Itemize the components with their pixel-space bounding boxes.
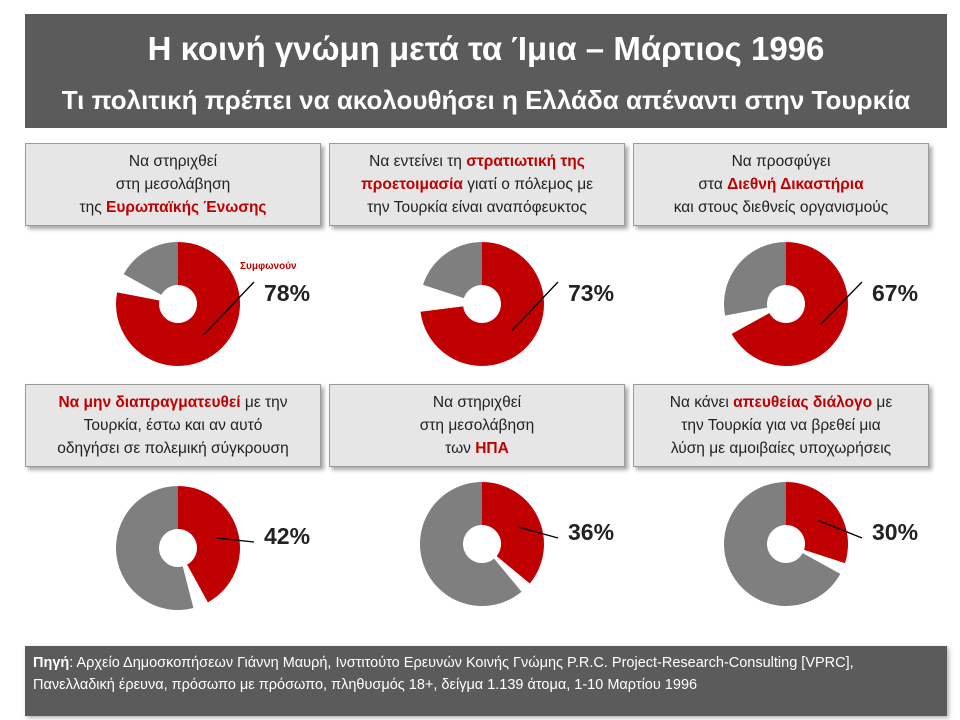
question-box-usa: Να στηριχθεί στη μεσολάβηση των ΗΠΑ — [329, 384, 625, 467]
question-line: Να προσφύγει — [732, 150, 831, 173]
question-text: με την — [240, 394, 288, 411]
donut-chart-usa: 36% — [420, 482, 614, 606]
data-label: 42% — [264, 523, 310, 549]
question-text: στα — [698, 176, 728, 193]
data-label: 73% — [568, 280, 614, 306]
data-label: 67% — [872, 280, 918, 306]
slice-other — [115, 486, 194, 610]
slice-agree — [731, 242, 848, 366]
agree-annotation: Συμφωνούν — [240, 261, 297, 272]
question-box-no-negotiation: Να μην διαπραγματευθεί με την Τουρκία, έσ… — [25, 384, 321, 467]
question-line: Να μην διαπραγματευθεί με την — [58, 391, 287, 414]
question-highlight: στρατιωτική της — [466, 153, 585, 170]
question-text: της — [79, 199, 107, 216]
leader-line — [818, 519, 863, 539]
question-line: οδηγήσει σε πολεμική σύγκρουση — [57, 437, 288, 460]
question-line: Να εντείνει τη στρατιωτική της — [369, 150, 585, 173]
slice-agree — [178, 486, 240, 603]
question-line: λύση με αμοιβαίες υποχωρήσεις — [671, 437, 891, 460]
slice-other — [423, 242, 482, 299]
data-label: 36% — [568, 519, 614, 545]
question-text: Να στηριχθεί — [432, 394, 522, 411]
donut-chart-military: 73% — [420, 242, 614, 366]
question-text: την Τουρκία για να βρεθεί μια — [681, 417, 881, 434]
question-text: Να στηριχθεί — [128, 153, 218, 170]
question-line: των ΗΠΑ — [445, 437, 509, 460]
question-line: της Ευρωπαϊκής Ένωσης — [80, 196, 267, 219]
question-line: στη μεσολάβηση — [420, 414, 535, 437]
slice-agree — [420, 242, 544, 366]
header-banner: Η κοινή γνώμη μετά τα Ίμια – Μάρτιος 199… — [25, 14, 947, 128]
page-title: Η κοινή γνώμη μετά τα Ίμια – Μάρτιος 199… — [147, 30, 825, 67]
leader-line — [511, 281, 559, 331]
question-line: την Τουρκία για να βρεθεί μια — [681, 414, 880, 437]
question-line: στα Διεθνή Δικαστήρια — [698, 173, 863, 196]
question-highlight: προετοιμασία — [360, 176, 463, 193]
question-box-dialogue: Να κάνει απευθείας διάλογο με την Τουρκία… — [633, 384, 929, 467]
question-line: Να κάνει απευθείας διάλογο με — [670, 391, 893, 414]
question-text: με — [872, 394, 893, 411]
question-text: Να προσφύγει — [731, 153, 831, 170]
slice-other — [724, 482, 841, 606]
question-text: Να εντείνει τη — [369, 153, 467, 170]
leader-line — [216, 537, 255, 543]
slice-agree — [786, 482, 848, 564]
donut-chart-courts: 67% — [724, 242, 918, 366]
donut-chart-no-negotiation: 42% — [115, 486, 310, 610]
question-highlight: Να μην διαπραγματευθεί — [58, 394, 241, 411]
data-label: 78% — [264, 280, 310, 306]
question-text: στη μεσολάβηση — [115, 176, 231, 193]
question-text: την Τουρκία είναι αναπόφευκτος — [367, 199, 587, 216]
leader-line — [518, 526, 559, 539]
question-text: των — [445, 440, 476, 457]
question-text: Τουρκία, έστω και αν αυτό — [83, 417, 263, 434]
slice-other — [123, 242, 178, 295]
slice-other — [724, 242, 786, 316]
question-box-eu: Να στηριχθεί στη μεσολάβηση της Ευρωπαϊκής… — [25, 143, 321, 226]
question-line: Τουρκία, έστω και αν αυτό — [84, 414, 263, 437]
source-label: Πηγή — [33, 655, 70, 671]
question-box-courts: Να προσφύγει στα Διεθνή Δικαστήρια και στο… — [633, 143, 929, 226]
question-box-military: Να εντείνει τη στρατιωτική της προετοιμασ… — [329, 143, 625, 226]
source-footer: Πηγή: Αρχείο Δημοσκοπήσεων Γιάννη Μαυρή,… — [25, 646, 947, 716]
question-highlight: Διεθνή Δικαστήρια — [727, 176, 864, 193]
question-text: Να κάνει — [669, 394, 734, 411]
question-line: στη μεσολάβηση — [116, 173, 231, 196]
donut-chart-eu: 78% Συμφωνούν — [116, 242, 310, 366]
question-text: γιατί ο πόλεμος με — [462, 176, 594, 193]
question-text: στη μεσολάβηση — [419, 417, 535, 434]
question-line: Να στηριχθεί — [129, 150, 217, 173]
donut-chart-dialogue: 30% — [724, 482, 918, 606]
question-text: οδηγήσει σε πολεμική σύγκρουση — [57, 440, 289, 457]
page-subtitle: Τι πολιτική πρέπει να ακολουθήσει η Ελλά… — [61, 85, 911, 115]
data-label: 30% — [872, 519, 918, 545]
question-text: λύση με αμοιβαίες υποχωρήσεις — [670, 440, 892, 457]
slice-agree — [482, 482, 544, 584]
question-line: προετοιμασία γιατί ο πόλεμος με — [361, 173, 593, 196]
question-line: την Τουρκία είναι αναπόφευκτος — [367, 196, 587, 219]
question-highlight: Ευρωπαϊκής Ένωσης — [106, 199, 267, 216]
slice-other — [420, 482, 522, 606]
slice-agree — [116, 242, 240, 366]
source-text: : Αρχείο Δημοσκοπήσεων Γιάννη Μαυρή, Ινσ… — [33, 655, 854, 693]
leader-line — [819, 281, 863, 325]
question-highlight: απευθείας διάλογο — [733, 394, 873, 411]
question-line: Να στηριχθεί — [433, 391, 521, 414]
question-line: και στους διεθνείς οργανισμούς — [674, 196, 889, 219]
question-text: και στους διεθνείς οργανισμούς — [673, 199, 889, 216]
question-highlight: ΗΠΑ — [475, 440, 509, 457]
leader-line — [203, 281, 255, 336]
